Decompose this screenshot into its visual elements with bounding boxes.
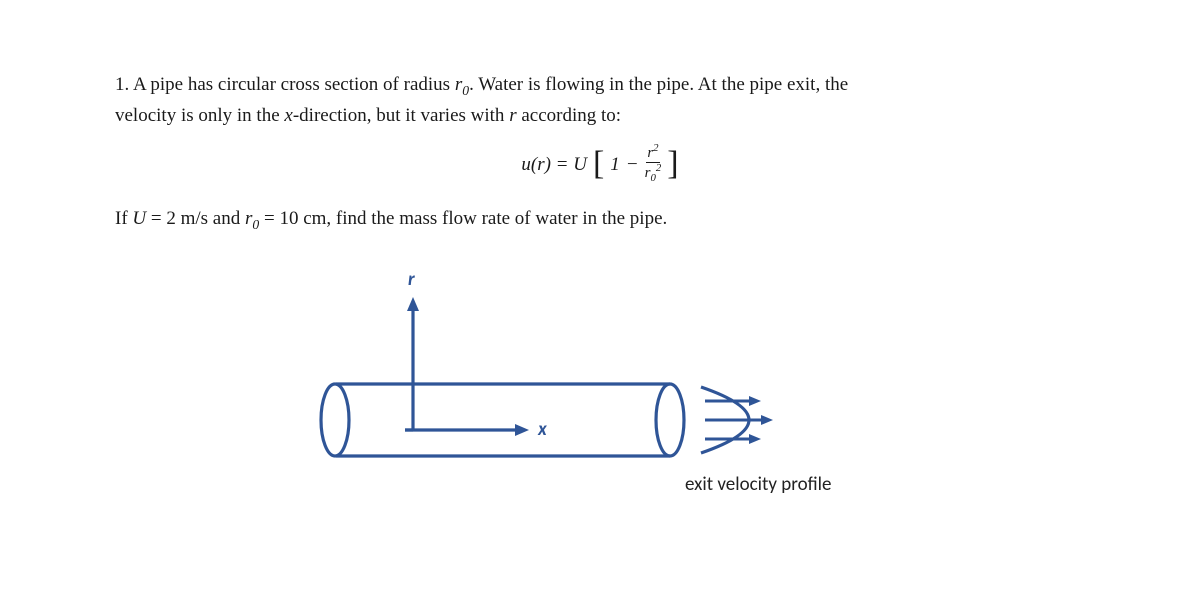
symbol-r0: r0: [455, 74, 469, 95]
equation-one: 1: [610, 150, 620, 179]
text-part: . Water is flowing in the pipe. At the p…: [469, 74, 848, 95]
symbol-r0: r0: [245, 208, 259, 229]
text-part: velocity is only in the: [115, 105, 284, 126]
symbol-r: r: [509, 105, 516, 126]
symbol-x: x: [284, 105, 292, 126]
axis-label-x: x: [537, 418, 547, 441]
problem-statement: 1. A pipe has circular cross section of …: [115, 70, 1085, 130]
text-part: A pipe has circular cross section of rad…: [133, 74, 455, 95]
text-part: If: [115, 208, 132, 229]
text-part: = 2 m/s and: [146, 208, 245, 229]
problem-number: 1.: [115, 74, 129, 95]
pipe-diagram-svg: r x: [305, 265, 945, 495]
equation-lhs: u(r) = U: [521, 150, 587, 179]
axis-label-r: r: [408, 268, 415, 291]
right-bracket: ]: [667, 149, 678, 180]
exit-velocity-label: exit velocity profile: [685, 470, 832, 499]
equation-fraction: r2 r02: [645, 143, 662, 184]
symbol-U: U: [132, 208, 146, 229]
text-part: according to:: [517, 105, 621, 126]
text-part: = 10 cm, find the mass flow rate of wate…: [259, 208, 667, 229]
left-bracket: [: [593, 149, 604, 180]
equation-minus: −: [626, 150, 639, 179]
velocity-equation: u(r) = U [ 1 − r2 r02 ]: [115, 144, 1085, 185]
condition-text: If U = 2 m/s and r0 = 10 cm, find the ma…: [115, 204, 1085, 235]
pipe-figure: r x exit velocity profile: [115, 265, 1085, 505]
text-part: -direction, but it varies with: [293, 105, 509, 126]
